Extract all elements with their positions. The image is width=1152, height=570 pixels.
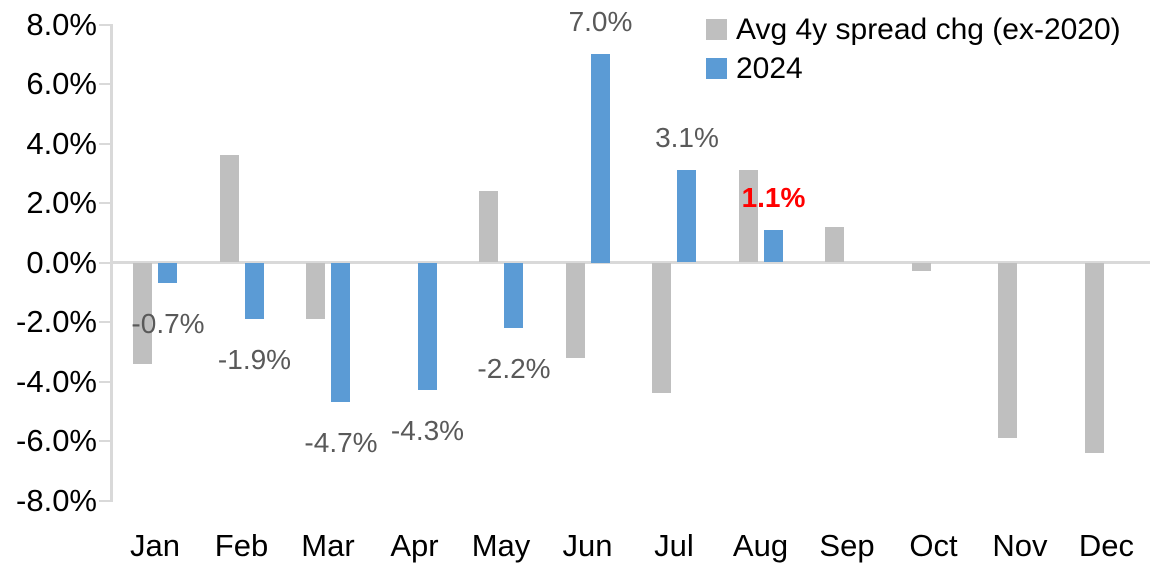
y-axis-label-2.0%: 2.0% <box>26 185 97 220</box>
bar-2024-jan <box>158 262 177 284</box>
x-axis-label-oct: Oct <box>909 528 958 563</box>
y-axis-label-0.0%: 0.0% <box>26 244 97 280</box>
bar-avg-feb <box>219 155 239 263</box>
y-axis-tick-icon <box>99 23 110 26</box>
y-axis-tick-icon <box>99 261 110 264</box>
y-axis-tick-icon <box>99 142 110 145</box>
bar-2024-feb <box>244 262 264 320</box>
bar-avg-dec <box>1084 262 1104 453</box>
y-axis-tick-icon <box>99 499 110 502</box>
legend: Avg 4y spread chg (ex-2020) 2024 <box>706 10 1121 88</box>
x-axis-label-jun: Jun <box>562 528 613 563</box>
data-label-aug: 1.1% <box>741 181 806 213</box>
bar-avg-mar <box>306 262 325 320</box>
x-axis-label-jul: Jul <box>654 528 694 563</box>
y-axis-label--4.0%: -4.0% <box>16 363 97 399</box>
legend-item-2024: 2024 <box>706 49 1121 88</box>
x-axis-label-nov: Nov <box>992 528 1048 563</box>
legend-item-avg-4y-spread: Avg 4y spread chg (ex-2020) <box>706 10 1121 49</box>
x-axis-label-feb: Feb <box>214 528 269 563</box>
x-axis-label-sep: Sep <box>819 528 875 563</box>
bar-avg-jun <box>565 262 585 358</box>
x-axis-label-jan: Jan <box>130 528 180 563</box>
y-axis-tick-icon <box>99 202 110 204</box>
bar-2024-jul <box>677 170 696 263</box>
bar-avg-oct <box>911 262 931 272</box>
data-label-mar: -4.7% <box>304 427 378 459</box>
y-axis-tick-icon <box>99 440 110 442</box>
data-label-feb: -1.9% <box>217 344 292 376</box>
y-axis-label-6.0%: 6.0% <box>26 66 97 101</box>
y-axis-label--6.0%: -6.0% <box>16 423 97 458</box>
bar-avg-sep <box>825 226 844 263</box>
bar-2024-mar <box>331 262 350 403</box>
data-label-may: -2.2% <box>477 352 551 384</box>
bar-2024-apr <box>417 262 437 391</box>
data-label-jul: 3.1% <box>655 122 719 154</box>
data-label-apr: -4.3% <box>390 415 465 447</box>
data-label-jan: -0.7% <box>131 308 205 340</box>
y-axis-label--2.0%: -2.0% <box>16 304 97 339</box>
x-axis-label-mar: Mar <box>301 528 355 563</box>
y-axis-tick-icon <box>99 380 110 383</box>
x-axis-label-may: May <box>471 528 531 563</box>
y-axis-label--8.0%: -8.0% <box>16 482 97 518</box>
legend-label-avg-4y-spread: Avg 4y spread chg (ex-2020) <box>736 12 1121 46</box>
x-axis-label-apr: Apr <box>390 528 439 563</box>
legend-swatch-2024-icon <box>706 58 727 79</box>
y-axis-tick-icon <box>99 83 110 85</box>
bar-2024-jun <box>590 54 610 263</box>
legend-swatch-avg-4y-spread-icon <box>706 19 727 40</box>
bar-avg-aug <box>738 170 758 263</box>
y-axis-tick-icon <box>99 321 110 323</box>
x-axis-label-aug: Aug <box>732 528 789 563</box>
x-axis-label-dec: Dec <box>1078 528 1135 563</box>
bar-avg-nov <box>998 262 1017 439</box>
y-axis-label-8.0%: 8.0% <box>26 6 97 42</box>
bar-avg-may <box>479 191 498 263</box>
bar-2024-aug <box>763 229 783 263</box>
y-axis-label-4.0%: 4.0% <box>26 125 97 161</box>
bar-avg-jul <box>652 262 671 394</box>
bar-2024-may <box>504 262 523 328</box>
data-label-jun: 7.0% <box>568 6 633 38</box>
zero-gridline <box>110 261 1150 264</box>
bar-avg-jan <box>133 262 152 364</box>
legend-label-2024: 2024 <box>736 51 803 85</box>
